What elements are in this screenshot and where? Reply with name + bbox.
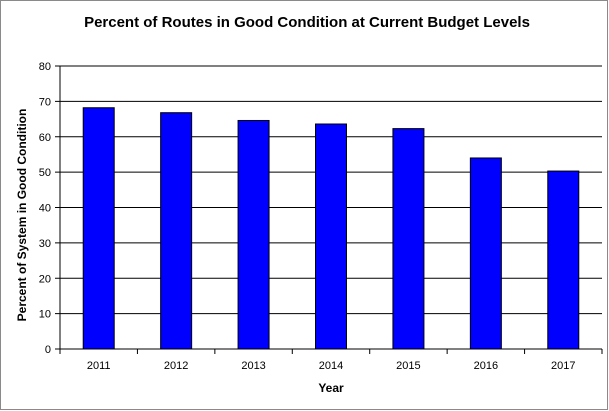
x-tick-label: 2013 [241, 360, 265, 372]
y-tick-label: 30 [39, 238, 51, 250]
y-tick-label: 40 [39, 203, 51, 215]
chart-title: Percent of Routes in Good Condition at C… [84, 14, 530, 31]
y-tick-label: 0 [45, 344, 51, 356]
y-tick-label: 80 [39, 61, 51, 73]
x-tick-label: 2016 [474, 360, 498, 372]
bar-2016 [469, 157, 502, 350]
bar-2011 [82, 107, 115, 350]
y-tick-label: 70 [39, 96, 51, 108]
x-tick-label: 2017 [551, 360, 575, 372]
bar-2015 [392, 128, 425, 350]
bar-2014 [315, 123, 347, 350]
x-tick-labels: 2011 2012 2013 2014 2015 2016 2017 [87, 360, 576, 372]
x-axis-title: Year [318, 381, 344, 395]
y-tick-label: 60 [39, 132, 51, 144]
x-tick-label: 2012 [164, 360, 188, 372]
x-tick-label: 2015 [396, 360, 420, 372]
y-tick-label: 20 [39, 273, 51, 285]
axes [55, 65, 603, 354]
bar-2017 [547, 170, 580, 350]
y-tick-label: 50 [39, 167, 51, 179]
bar-2013 [237, 119, 270, 350]
x-tick-label: 2011 [87, 360, 111, 372]
x-tick-label: 2014 [319, 360, 343, 372]
y-tick-labels: 0 10 20 30 40 50 60 70 80 [39, 61, 51, 356]
bar-2012 [160, 112, 193, 350]
bars [82, 107, 580, 350]
y-axis-title: Percent of System in Good Condition [15, 109, 29, 322]
y-tick-label: 10 [39, 309, 51, 321]
